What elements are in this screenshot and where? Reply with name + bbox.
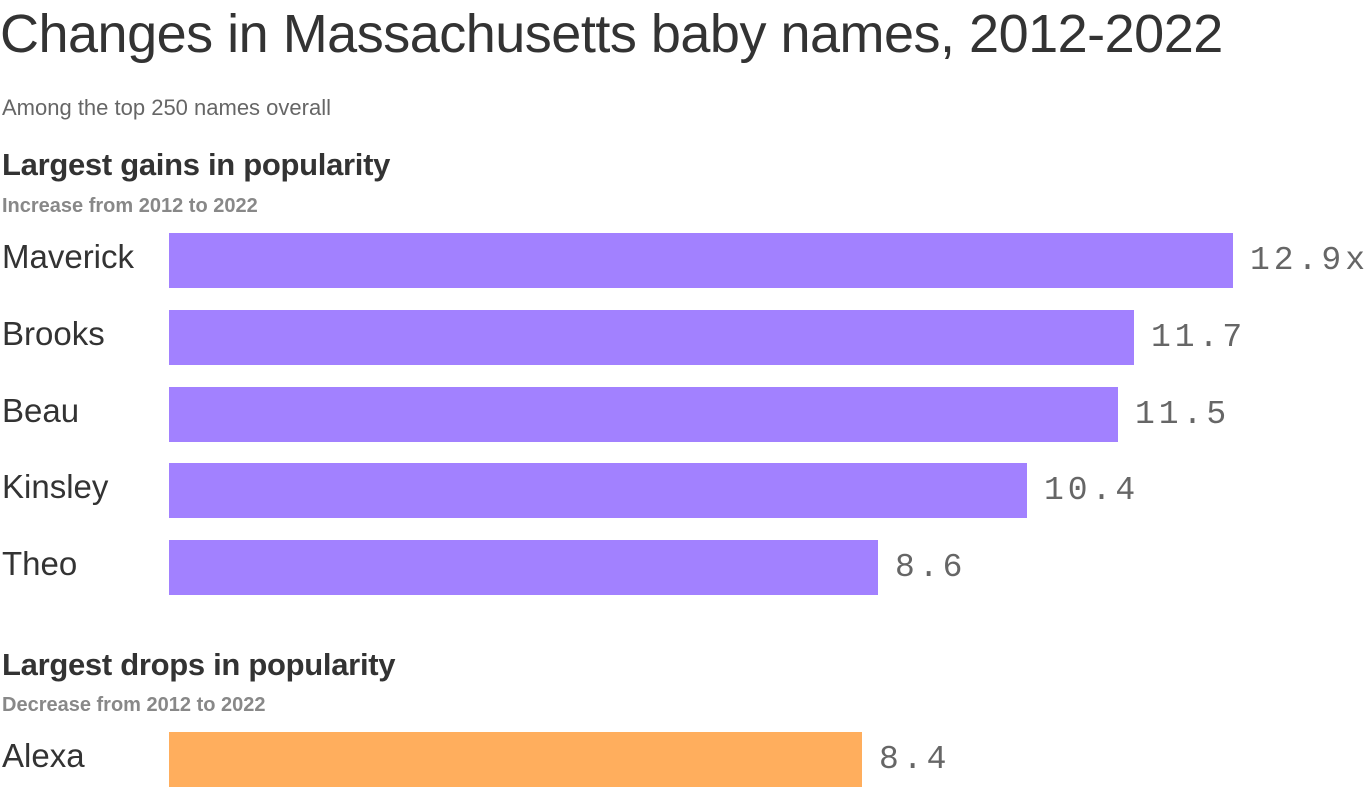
bar-value: 8.4: [879, 741, 951, 778]
gain-row: Brooks 11.7: [0, 310, 1366, 365]
drops-subtitle: Decrease from 2012 to 2022: [2, 694, 266, 716]
bar-value: 12.9x: [1250, 242, 1366, 279]
bar: [169, 387, 1118, 442]
gain-row: Kinsley 10.4: [0, 463, 1366, 518]
bar: [169, 463, 1027, 518]
bar-label: Alexa: [2, 737, 85, 774]
drops-title: Largest drops in popularity: [2, 647, 396, 682]
gain-row: Beau 11.5: [0, 387, 1366, 442]
chart-title: Changes in Massachusetts baby names, 201…: [0, 4, 1223, 64]
bar: [169, 233, 1233, 288]
bar-label: Beau: [2, 392, 80, 429]
bar-value: 8.6: [895, 549, 967, 586]
gains-title: Largest gains in popularity: [2, 147, 391, 182]
bar-value: 11.5: [1135, 396, 1231, 433]
bar-value: 11.7: [1151, 319, 1247, 356]
bar-label: Brooks: [2, 315, 105, 352]
bar-label: Theo: [2, 545, 78, 582]
gain-row: Maverick 12.9x: [0, 233, 1366, 288]
bar-value: 10.4: [1044, 472, 1140, 509]
bar: [169, 310, 1134, 365]
bar-label: Maverick: [2, 238, 135, 275]
bar: [169, 540, 878, 595]
drop-row: Alexa 8.4: [0, 732, 1366, 787]
bar: [169, 732, 862, 787]
chart-subtitle: Among the top 250 names overall: [2, 95, 331, 120]
gain-row: Theo 8.6: [0, 540, 1366, 595]
bar-label: Kinsley: [2, 468, 109, 505]
gains-subtitle: Increase from 2012 to 2022: [2, 195, 258, 217]
